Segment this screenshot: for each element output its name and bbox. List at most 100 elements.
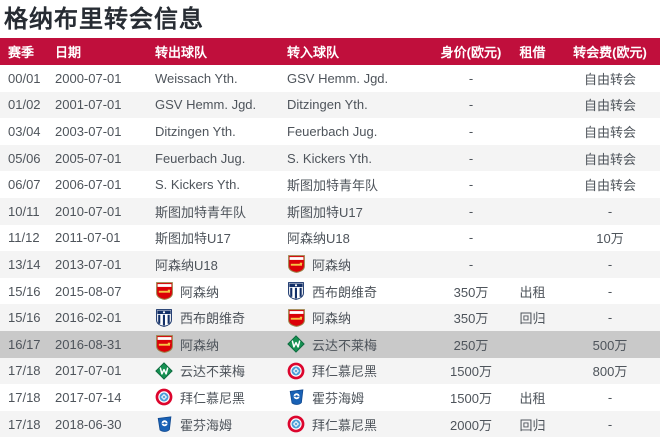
team-out-cell: 斯图加特青年队 <box>155 198 287 225</box>
team-out-cell: S. Kickers Yth. <box>155 171 287 198</box>
team-name: 拜仁慕尼黑 <box>180 390 246 406</box>
transfer-row[interactable]: 15/16 2015-08-07 阿森纳 西布朗维奇 350万 出租 - <box>0 277 660 305</box>
team-name: 斯图加特青年队 <box>287 178 379 194</box>
date-cell: 2017-07-14 <box>55 389 122 405</box>
col-header-team-out: 转出球队 <box>155 38 287 65</box>
bayern-munich-crest-icon <box>155 388 173 406</box>
date-cell: 2005-07-01 <box>55 150 122 166</box>
team: 拜仁慕尼黑 <box>287 415 437 434</box>
transfer-row[interactable]: 11/12 2011-07-01 斯图加特U17 阿森纳U18 - 10万 <box>0 224 660 252</box>
team-out-cell: Feuerbach Jug. <box>155 145 287 172</box>
team-out-cell: Ditzingen Yth. <box>155 118 287 145</box>
team-in-cell: 斯图加特青年队 <box>287 171 437 198</box>
transfer-row[interactable]: 17/18 2018-06-30 霍芬海姆 拜仁慕尼黑 2000万 回归 - <box>0 410 660 438</box>
transfer-row[interactable]: 05/06 2005-07-01 Feuerbach Jug. S. Kickers … <box>0 144 660 172</box>
transfer-row[interactable]: 16/17 2016-08-31 阿森纳 云达不莱梅 250万 500万 <box>0 330 660 358</box>
team-out-cell: GSV Hemm. Jgd. <box>155 92 287 119</box>
date-cell: 2016-02-01 <box>55 310 122 326</box>
team: 西布朗维奇 <box>155 308 287 327</box>
season-cell: 00/01 <box>8 70 41 86</box>
team-name: Feuerbach Jug. <box>155 150 246 166</box>
team: S. Kickers Yth. <box>287 151 437 166</box>
team: Feuerbach Jug. <box>155 151 287 166</box>
transfer-row[interactable]: 15/16 2016-02-01 西布朗维奇 阿森纳 350万 回归 - <box>0 304 660 331</box>
team: 云达不莱梅 <box>155 361 287 380</box>
date-cell: 2011-07-01 <box>55 230 121 246</box>
team: 阿森纳U18 <box>287 228 437 247</box>
team-name: 拜仁慕尼黑 <box>312 364 378 380</box>
transfer-row[interactable]: 17/18 2017-07-14 拜仁慕尼黑 霍芬海姆 1500万 出租 - <box>0 384 660 411</box>
team-out-cell: 拜仁慕尼黑 <box>155 384 287 411</box>
team-name: Weissach Yth. <box>155 70 238 86</box>
date-cell: 2000-07-01 <box>55 70 122 86</box>
date-cell: 2010-07-01 <box>55 203 122 219</box>
team-name: 云达不莱梅 <box>312 337 378 353</box>
team: S. Kickers Yth. <box>155 177 287 192</box>
fee-cell: - <box>607 203 613 219</box>
market-value-cell: - <box>468 123 474 139</box>
season-cell: 13/14 <box>8 256 41 272</box>
loan-cell <box>505 171 560 198</box>
date-cell: 2001-07-01 <box>55 97 122 113</box>
loan-cell: 出租 <box>519 284 546 300</box>
team: GSV Hemm. Jgd. <box>287 71 437 86</box>
market-value-cell: - <box>468 203 474 219</box>
transfer-row[interactable]: 01/02 2001-07-01 GSV Hemm. Jgd. Ditzingen Y… <box>0 91 660 119</box>
market-value-cell: - <box>468 70 474 86</box>
transfer-row[interactable]: 06/07 2006-07-01 S. Kickers Yth. 斯图加特青年队 - 自由… <box>0 171 660 198</box>
team: Ditzingen Yth. <box>155 124 287 139</box>
team: Ditzingen Yth. <box>287 97 437 112</box>
season-cell: 11/12 <box>8 230 40 246</box>
team: 拜仁慕尼黑 <box>287 361 437 380</box>
market-value-cell: 250万 <box>453 337 489 353</box>
loan-cell: 回归 <box>519 417 546 433</box>
transfer-row[interactable]: 00/01 2000-07-01 Weissach Yth. GSV Hemm. Jg… <box>0 65 660 92</box>
werder-bremen-crest-icon <box>287 335 305 354</box>
arsenal-crest-icon <box>287 308 305 327</box>
team-name: 阿森纳U18 <box>155 257 218 273</box>
loan-cell <box>505 331 560 358</box>
team-out-cell: 霍芬海姆 <box>155 411 287 438</box>
team: 斯图加特U17 <box>287 202 437 221</box>
loan-cell <box>505 225 560 252</box>
team-in-cell: 霍芬海姆 <box>287 384 437 411</box>
team: 阿森纳 <box>155 335 287 354</box>
team-name: 斯图加特青年队 <box>155 204 247 220</box>
team: 斯图加特青年队 <box>155 202 287 221</box>
season-cell: 10/11 <box>8 203 40 219</box>
date-cell: 2015-08-07 <box>55 283 122 299</box>
hoffenheim-crest-icon <box>287 388 305 406</box>
date-cell: 2018-06-30 <box>55 416 122 432</box>
team-in-cell: 阿森纳 <box>287 304 437 331</box>
fee-cell: 500万 <box>592 337 628 353</box>
team-name: 霍芬海姆 <box>180 417 233 433</box>
team-name: Ditzingen Yth. <box>155 123 236 139</box>
team-name: GSV Hemm. Jgd. <box>287 70 389 86</box>
team: 阿森纳 <box>287 308 437 327</box>
market-value-cell: - <box>468 177 474 193</box>
team: Feuerbach Jug. <box>287 124 437 139</box>
transfer-row[interactable]: 13/14 2013-07-01 阿森纳U18 阿森纳 - - <box>0 251 660 278</box>
team: 斯图加特U17 <box>155 228 287 247</box>
team-out-cell: 斯图加特U17 <box>155 225 287 252</box>
market-value-cell: 1500万 <box>450 390 492 406</box>
team-name: 西布朗维奇 <box>180 311 246 327</box>
transfer-row[interactable]: 17/18 2017-07-01 云达不莱梅 拜仁慕尼黑 1500万 800万 <box>0 357 660 385</box>
team-name: 霍芬海姆 <box>312 390 365 406</box>
team-out-cell: 云达不莱梅 <box>155 358 287 385</box>
fee-cell: - <box>607 389 613 405</box>
team: 斯图加特青年队 <box>287 175 437 194</box>
transfer-row[interactable]: 03/04 2003-07-01 Ditzingen Yth. Feuerbach J… <box>0 118 660 145</box>
team: 霍芬海姆 <box>287 388 437 407</box>
team-name: 阿森纳U18 <box>287 231 350 247</box>
loan-cell: 回归 <box>519 311 546 327</box>
market-value-cell: 350万 <box>453 311 489 327</box>
col-header-team-in: 转入球队 <box>287 38 437 65</box>
team: 阿森纳U18 <box>155 255 287 274</box>
market-value-cell: - <box>468 150 474 166</box>
transfer-row[interactable]: 10/11 2010-07-01 斯图加特青年队 斯图加特U17 - - <box>0 197 660 225</box>
page-title: 格纳布里转会信息 <box>4 6 204 33</box>
fee-cell: 自由转会 <box>583 71 636 87</box>
team-name: Ditzingen Yth. <box>287 97 368 113</box>
